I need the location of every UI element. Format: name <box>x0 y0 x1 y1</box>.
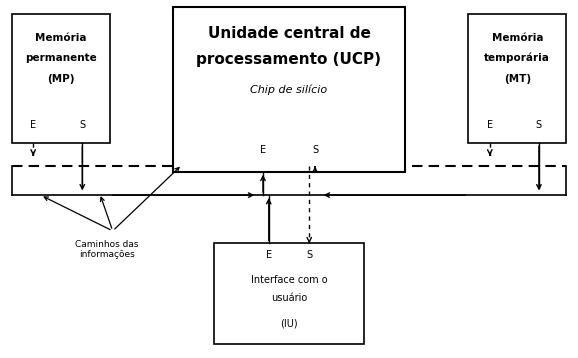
Text: S: S <box>536 120 542 130</box>
Text: (MP): (MP) <box>47 74 75 84</box>
Text: Caminhos das
informações: Caminhos das informações <box>75 240 139 259</box>
Text: usuário: usuário <box>271 292 307 303</box>
Text: E: E <box>260 145 266 155</box>
Text: Interface com o: Interface com o <box>251 275 327 285</box>
Text: permanente: permanente <box>25 53 97 63</box>
Text: Unidade central de: Unidade central de <box>208 26 370 41</box>
Text: Memória: Memória <box>491 33 543 43</box>
Bar <box>214 243 364 344</box>
Text: E: E <box>487 120 493 130</box>
Bar <box>12 14 110 143</box>
Text: S: S <box>306 251 312 261</box>
Text: S: S <box>312 145 318 155</box>
Text: temporária: temporária <box>484 53 550 63</box>
Text: Memória: Memória <box>35 33 87 43</box>
Text: E: E <box>30 120 36 130</box>
Bar <box>468 14 566 143</box>
Text: (IU): (IU) <box>280 319 298 329</box>
Text: Chip de silício: Chip de silício <box>250 84 328 95</box>
Text: E: E <box>266 251 272 261</box>
Bar <box>173 7 405 172</box>
Text: (MT): (MT) <box>504 74 531 84</box>
Text: S: S <box>79 120 86 130</box>
Text: processamento (UCP): processamento (UCP) <box>197 52 381 67</box>
